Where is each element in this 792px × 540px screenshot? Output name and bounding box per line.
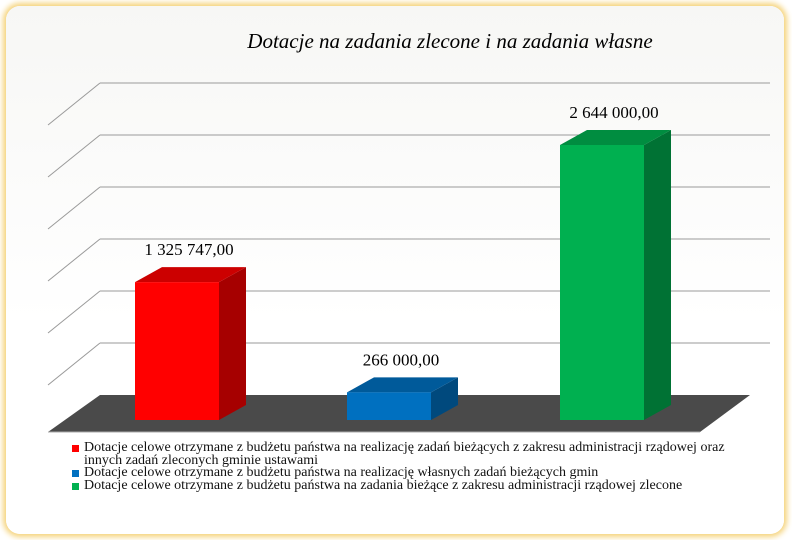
bar-side (219, 267, 246, 420)
bar (347, 392, 431, 420)
legend: Dotacje celowe otrzymane z budżetu państ… (72, 440, 732, 493)
grid-line-side (47, 186, 101, 230)
legend-swatch (72, 470, 79, 477)
legend-swatch (72, 482, 79, 490)
legend-label: Dotacje celowe otrzymane z budżetu państ… (84, 477, 683, 493)
legend-item: Dotacje celowe otrzymane z budżetu państ… (72, 440, 732, 468)
legend-label: Dotacje celowe otrzymane z budżetu państ… (84, 465, 599, 480)
legend-label: Dotacje celowe otrzymane z budżetu państ… (84, 440, 725, 468)
legend-item: Dotacje celowe otrzymane z budżetu państ… (72, 465, 732, 480)
grid-line-side (47, 134, 101, 178)
value-label: 266 000,00 (363, 350, 440, 369)
chart-title: Dotacje na zadania zlecone i na zadania … (246, 29, 652, 53)
legend-item: Dotacje celowe otrzymane z budżetu państ… (72, 477, 732, 493)
bar-top (135, 267, 246, 283)
bar-top (347, 377, 458, 393)
grid-line-side (47, 82, 101, 126)
bar-side (431, 377, 458, 420)
grid-line-side (47, 342, 101, 386)
value-label: 1 325 747,00 (144, 240, 233, 259)
bar-top (560, 130, 671, 145)
bar-side (644, 130, 671, 420)
grid-line-side (47, 290, 101, 334)
grid-line-side (47, 238, 101, 282)
value-label: 2 644 000,00 (569, 103, 658, 122)
bar (560, 145, 644, 420)
legend-swatch (72, 445, 79, 452)
bar (135, 282, 219, 420)
